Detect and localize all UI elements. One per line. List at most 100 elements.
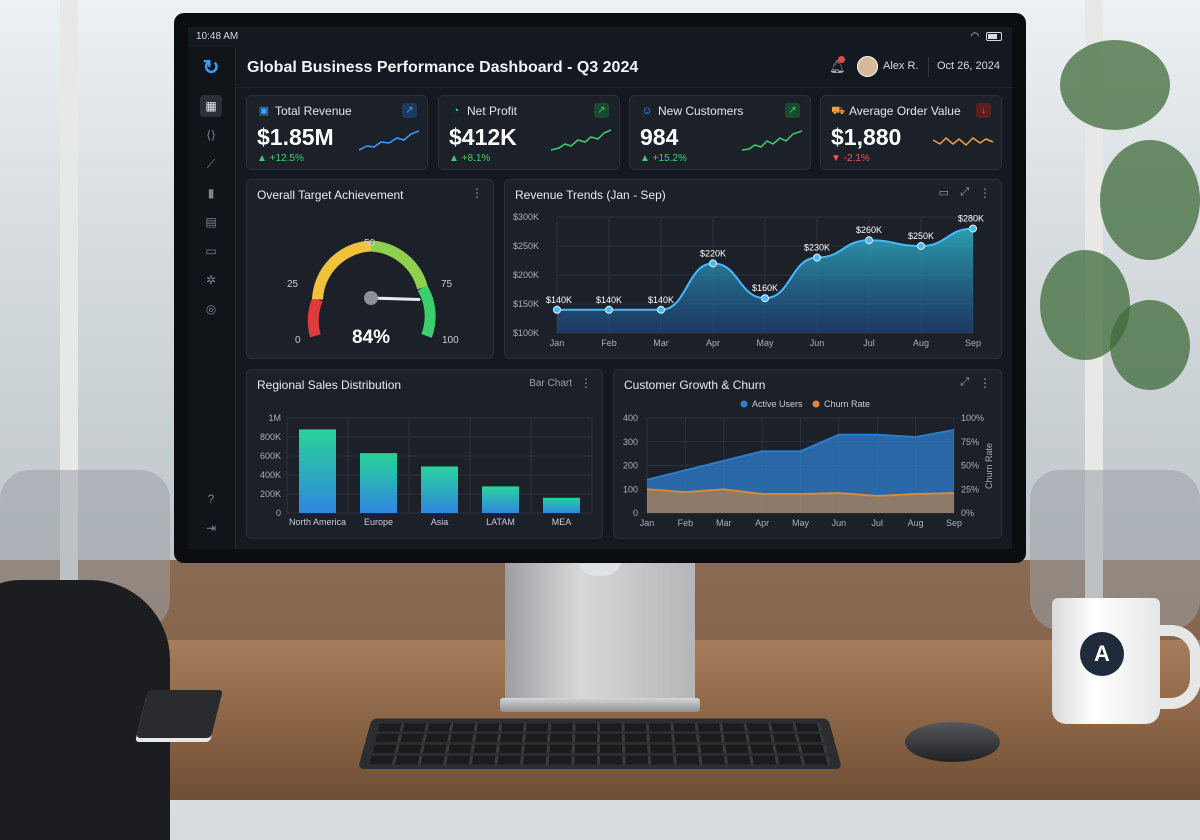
gauge-tick: 25 bbox=[287, 279, 299, 290]
avatar[interactable] bbox=[857, 56, 878, 77]
y2-tick-label: 100% bbox=[961, 413, 984, 423]
y-tick-label: 300 bbox=[623, 437, 638, 447]
mug-handle bbox=[1148, 625, 1200, 709]
more-menu-icon[interactable]: ⋮ bbox=[471, 186, 483, 200]
y-tick-label: 800K bbox=[260, 432, 281, 442]
churn-rate-area bbox=[647, 489, 954, 513]
kpi-change: ▲ +15.2% bbox=[640, 153, 687, 164]
keyboard bbox=[357, 718, 843, 770]
kpi-title: New Customers bbox=[658, 104, 744, 118]
gauge-tick: 50 bbox=[364, 238, 376, 249]
window-frame bbox=[60, 0, 78, 600]
y-tick-label: $100K bbox=[513, 328, 539, 338]
gauge-chart: 0 25 50 75 100 84% bbox=[287, 238, 459, 348]
battery-icon bbox=[986, 31, 1002, 41]
expand-icon[interactable]: ⤢ bbox=[960, 186, 969, 198]
data-label: $160K bbox=[752, 283, 778, 293]
card-title: Regional Sales Distribution bbox=[257, 378, 402, 392]
dashboard-icon[interactable]: ▦ bbox=[200, 95, 222, 117]
network-icon[interactable]: ◎ bbox=[205, 302, 217, 316]
cart-icon: ⛟ bbox=[831, 105, 845, 117]
gauge-card: Overall Target Achievement ⋮ 0 25 50 75 … bbox=[246, 179, 494, 359]
y-tick-label: 400 bbox=[623, 413, 638, 423]
data-label: $140K bbox=[596, 295, 622, 305]
kpi-card-net-profit[interactable]: ◔ Net Profit ↗ $412K ▲ +8.1% bbox=[438, 95, 620, 170]
legend-marker bbox=[740, 400, 748, 408]
y2-tick-label: 25% bbox=[961, 484, 979, 494]
active-users-line bbox=[646, 428, 955, 481]
divider bbox=[928, 57, 929, 77]
image-icon[interactable]: ▭ bbox=[938, 187, 949, 199]
bar-north-america bbox=[299, 429, 336, 513]
kpi-card-total-revenue[interactable]: ▣ Total Revenue ↗ $1.85M ▲ +12.5% bbox=[246, 95, 428, 170]
legend-label: Active Users bbox=[752, 399, 803, 409]
app-logo-icon[interactable]: ↻ bbox=[202, 57, 220, 79]
x-tick-label: Sep bbox=[946, 518, 962, 528]
y2-tick-label: 0% bbox=[961, 508, 974, 518]
legend-marker bbox=[812, 400, 820, 408]
trend-up-icon: ↗ bbox=[785, 103, 800, 118]
x-tick-label: Jan bbox=[640, 518, 655, 528]
kpi-value: $1.85M bbox=[257, 124, 334, 150]
more-menu-icon[interactable]: ⋮ bbox=[580, 376, 592, 390]
x-tick-label: Aug bbox=[908, 518, 924, 528]
user-name[interactable]: Alex R. bbox=[883, 60, 919, 72]
x-tick-label: Feb bbox=[601, 338, 617, 348]
customer-growth-chart: 400 100% 300 75% 200 50% 100 25% 0 0% Jan Feb Mar Apr… bbox=[623, 399, 994, 528]
bar-mea bbox=[543, 497, 580, 513]
kpi-value: $412K bbox=[449, 124, 517, 150]
sparkline bbox=[551, 129, 611, 151]
mug-logo: A bbox=[1080, 632, 1124, 676]
revenue-point bbox=[865, 236, 873, 245]
x-tick-label: MEA bbox=[552, 517, 572, 527]
status-time: 10:48 AM bbox=[196, 31, 239, 42]
more-menu-icon[interactable]: ⋮ bbox=[979, 186, 991, 200]
x-tick-label: Sep bbox=[965, 338, 981, 348]
y-tick-label: 1M bbox=[268, 413, 281, 423]
trend-icon[interactable]: ⟋ bbox=[206, 157, 216, 171]
y-tick-label: $200K bbox=[513, 270, 539, 280]
kpi-card-new-customers[interactable]: ☺ New Customers ↗ 984 ▲ +15.2% bbox=[629, 95, 811, 170]
more-menu-icon[interactable]: ⋮ bbox=[979, 376, 991, 390]
help-icon[interactable]: ? bbox=[207, 492, 215, 506]
bar-chart-icon[interactable]: ▮ bbox=[207, 186, 215, 200]
revenue-trends-card: Revenue Trends (Jan - Sep) ▭ ⤢ ⋮ $300K $2… bbox=[504, 179, 1002, 359]
revenue-point bbox=[709, 259, 717, 268]
notebook bbox=[136, 690, 223, 738]
logout-icon[interactable]: ⇥ bbox=[205, 521, 217, 535]
plant bbox=[1100, 140, 1200, 260]
page-title: Global Business Performance Dashboard - … bbox=[247, 59, 639, 76]
churn-rate-line bbox=[646, 488, 955, 497]
sidebar: ↻ ▦ ⟨⟩ ⟋ ▮ ▤ ▭ ✲ ◎ ? ⇥ bbox=[188, 47, 236, 549]
bar-latam bbox=[482, 486, 519, 513]
revenue-point bbox=[813, 253, 821, 262]
kpi-value: 984 bbox=[640, 124, 679, 150]
kpi-value: $1,880 bbox=[831, 124, 902, 150]
y-tick-label: 200K bbox=[260, 489, 281, 499]
x-tick-label: Europe bbox=[364, 517, 393, 527]
data-label: $250K bbox=[908, 231, 934, 241]
kpi-card-average-order-value[interactable]: ⛟ Average Order Value ↓ $1,880 ▼ -2.1% bbox=[820, 95, 1002, 170]
gauge-tick: 75 bbox=[441, 279, 453, 290]
settings-icon[interactable]: ✲ bbox=[205, 273, 217, 287]
document-icon[interactable]: ▤ bbox=[205, 215, 217, 229]
expand-icon[interactable]: ⤢ bbox=[960, 376, 969, 388]
kpi-change: ▲ +8.1% bbox=[449, 153, 491, 164]
x-tick-label: Jun bbox=[832, 518, 847, 528]
status-icons: ◠ bbox=[970, 31, 1002, 42]
folder-icon[interactable]: ▭ bbox=[205, 244, 217, 258]
kpi-change: ▼ -2.1% bbox=[831, 153, 870, 164]
gauge-hub bbox=[364, 291, 378, 305]
sparkline bbox=[359, 130, 419, 151]
data-label: $220K bbox=[700, 248, 726, 258]
code-icon[interactable]: ⟨⟩ bbox=[206, 128, 216, 142]
chart-type-dropdown[interactable]: Bar Chart bbox=[529, 378, 572, 389]
x-tick-label: Apr bbox=[706, 338, 720, 348]
chair bbox=[0, 580, 170, 840]
data-label: $260K bbox=[856, 225, 882, 235]
x-tick-label: Jul bbox=[871, 518, 883, 528]
data-label: $280K bbox=[958, 214, 984, 224]
x-tick-label: Jul bbox=[863, 338, 875, 348]
bar-europe bbox=[360, 453, 397, 513]
trend-down-icon: ↓ bbox=[976, 103, 991, 118]
